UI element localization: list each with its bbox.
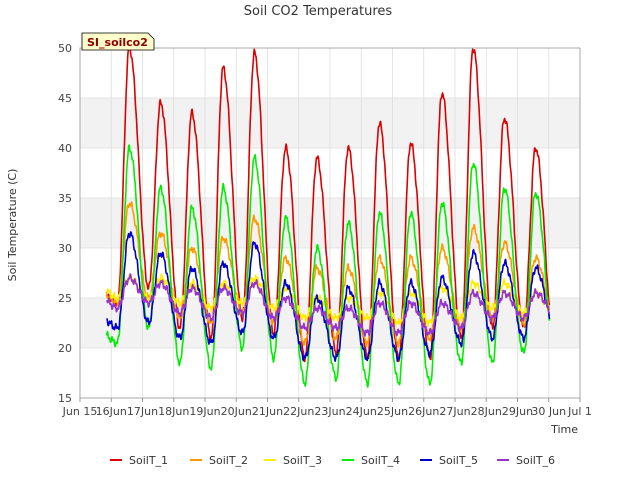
x-tick-label: 24Jun <box>346 405 377 418</box>
legend-label: SoilT_4 <box>361 454 400 467</box>
legend-label: SoilT_6 <box>516 454 555 467</box>
y-tick-label: 50 <box>58 42 72 55</box>
x-tick-label: 16Jun <box>96 405 127 418</box>
series-line-soilt-1 <box>105 45 551 363</box>
y-tick-label: 25 <box>58 292 72 305</box>
legend-item: SoilT_2 <box>190 454 248 467</box>
legend-label: SoilT_3 <box>283 454 322 467</box>
y-tick-label: 20 <box>58 342 72 355</box>
legend-label: SoilT_5 <box>439 454 478 467</box>
series-line-soilt-6 <box>106 273 551 337</box>
x-tick-label: 20Jun <box>221 405 252 418</box>
x-tick-label: 27Jun <box>439 405 470 418</box>
x-tick-label: 28Jun <box>471 405 502 418</box>
legend-item: SoilT_4 <box>342 454 400 467</box>
x-tick-label: 17Jun <box>127 405 158 418</box>
x-tick-label: 29Jun <box>502 405 533 418</box>
y-tick-label: 35 <box>58 192 72 205</box>
x-tick-label: 22Jun <box>283 405 314 418</box>
x-axis-label: Time <box>550 423 578 436</box>
x-tick-label: 23Jun <box>314 405 345 418</box>
legend-label: SoilT_2 <box>209 454 248 467</box>
legend-item: SoilT_6 <box>497 454 555 467</box>
x-tick-label: 30 Jun <box>531 405 566 418</box>
y-axis-ticks: 15 20 25 30 35 40 45 50 <box>58 42 72 405</box>
y-tick-label: 15 <box>58 392 72 405</box>
legend-item: SoilT_1 <box>110 454 168 467</box>
y-tick-label: 40 <box>58 142 72 155</box>
station-badge: SI_soilco2 <box>81 32 155 51</box>
legend: SoilT_1 SoilT_2 SoilT_3 SoilT_4 SoilT_5 SoilT… <box>110 454 555 467</box>
x-tick-label: 25Jun <box>377 405 408 418</box>
series-line-soilt-5 <box>106 231 551 362</box>
x-tick-label: Jun 15 <box>62 405 98 418</box>
x-tick-label: 21Jun <box>252 405 283 418</box>
x-tick-label: 26Jun <box>408 405 439 418</box>
legend-item: SoilT_5 <box>420 454 478 467</box>
x-tick-label: Jul 1 <box>567 405 592 418</box>
y-tick-label: 30 <box>58 242 72 255</box>
legend-item: SoilT_3 <box>264 454 322 467</box>
series-line-soilt-3 <box>106 273 551 328</box>
x-tick-label: 19Jun <box>189 405 220 418</box>
y-axis-label: Soil Temperature (C) <box>6 169 19 282</box>
legend-label: SoilT_1 <box>129 454 168 467</box>
series-layer <box>105 45 551 388</box>
x-tick-label: 18Jun <box>158 405 189 418</box>
station-label: SI_soilco2 <box>87 36 148 49</box>
chart-title: Soil CO2 Temperatures <box>244 4 393 19</box>
y-tick-label: 45 <box>58 92 72 105</box>
